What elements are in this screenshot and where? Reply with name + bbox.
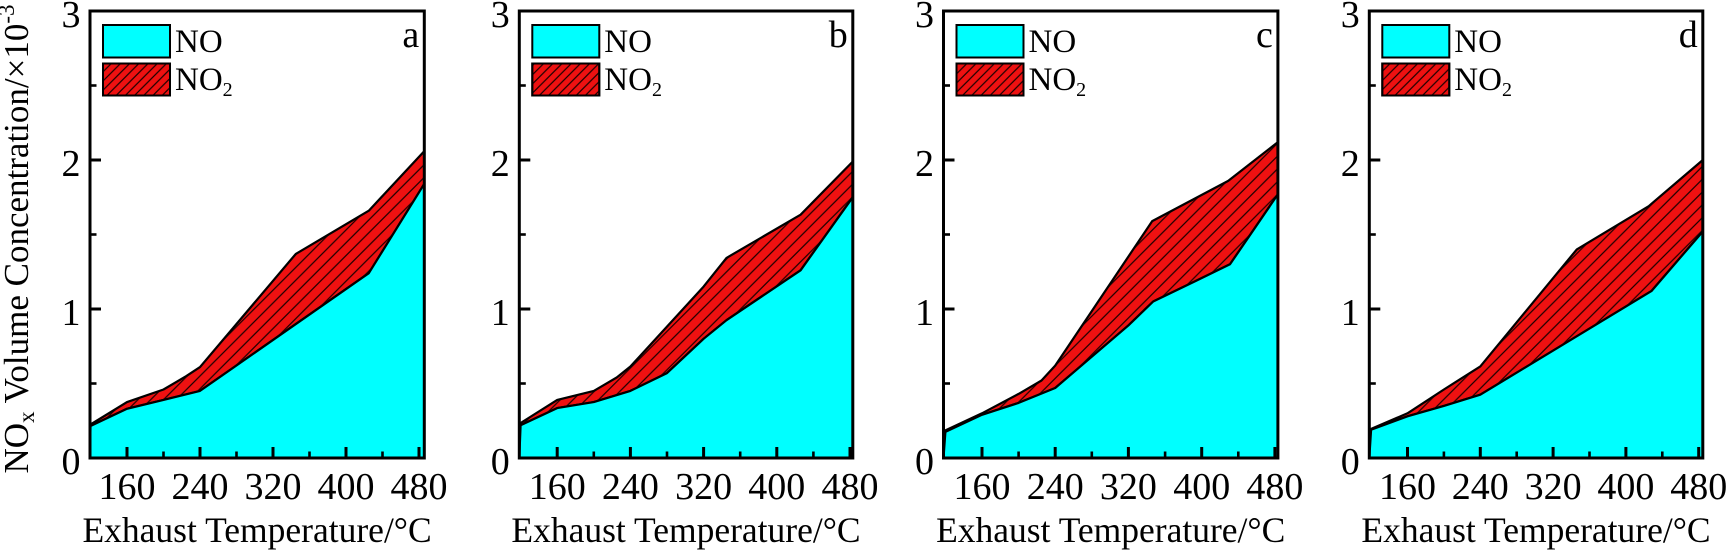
svg-text:NO: NO (604, 24, 652, 60)
svg-text:1: 1 (491, 292, 510, 334)
svg-text:160: 160 (954, 466, 1011, 508)
svg-text:1: 1 (915, 292, 934, 334)
svg-text:Exhaust Temperature/°C: Exhaust Temperature/°C (1361, 510, 1710, 550)
svg-text:320: 320 (245, 466, 302, 508)
svg-text:c: c (1256, 14, 1273, 56)
svg-text:0: 0 (915, 441, 934, 483)
svg-text:480: 480 (1670, 466, 1727, 508)
svg-text:0: 0 (491, 441, 510, 483)
svg-text:480: 480 (822, 466, 879, 508)
svg-text:160: 160 (529, 466, 586, 508)
svg-text:1: 1 (1341, 292, 1360, 334)
svg-text:3: 3 (915, 0, 934, 36)
svg-text:2: 2 (62, 143, 81, 185)
svg-text:3: 3 (62, 0, 81, 36)
svg-text:Exhaust Temperature/°C: Exhaust Temperature/°C (82, 510, 431, 550)
svg-text:NOx Volume Concentration/×10-3: NOx Volume Concentration/×10-3 (0, 4, 39, 473)
svg-text:320: 320 (675, 466, 732, 508)
svg-text:NO: NO (175, 24, 223, 60)
svg-text:NO: NO (1454, 24, 1502, 60)
svg-text:240: 240 (172, 466, 229, 508)
svg-text:480: 480 (391, 466, 448, 508)
svg-text:3: 3 (491, 0, 510, 36)
svg-text:160: 160 (99, 466, 156, 508)
svg-text:b: b (829, 14, 848, 56)
svg-text:2: 2 (915, 143, 934, 185)
svg-text:Exhaust Temperature/°C: Exhaust Temperature/°C (936, 510, 1285, 550)
svg-text:480: 480 (1246, 466, 1303, 508)
svg-text:2: 2 (491, 143, 510, 185)
svg-text:Exhaust Temperature/°C: Exhaust Temperature/°C (511, 510, 860, 550)
svg-text:320: 320 (1100, 466, 1157, 508)
svg-text:3: 3 (1341, 0, 1360, 36)
svg-text:240: 240 (1452, 466, 1509, 508)
svg-text:160: 160 (1379, 466, 1436, 508)
svg-text:320: 320 (1525, 466, 1582, 508)
svg-text:2: 2 (1341, 143, 1360, 185)
svg-text:400: 400 (1597, 466, 1654, 508)
svg-text:NO: NO (1029, 24, 1077, 60)
svg-text:1: 1 (62, 292, 81, 334)
svg-text:400: 400 (1173, 466, 1230, 508)
svg-text:0: 0 (1341, 441, 1360, 483)
svg-text:240: 240 (602, 466, 659, 508)
svg-text:a: a (402, 14, 419, 56)
svg-text:400: 400 (748, 466, 805, 508)
svg-text:0: 0 (62, 441, 81, 483)
svg-text:240: 240 (1027, 466, 1084, 508)
svg-text:400: 400 (318, 466, 375, 508)
svg-text:d: d (1679, 14, 1698, 56)
